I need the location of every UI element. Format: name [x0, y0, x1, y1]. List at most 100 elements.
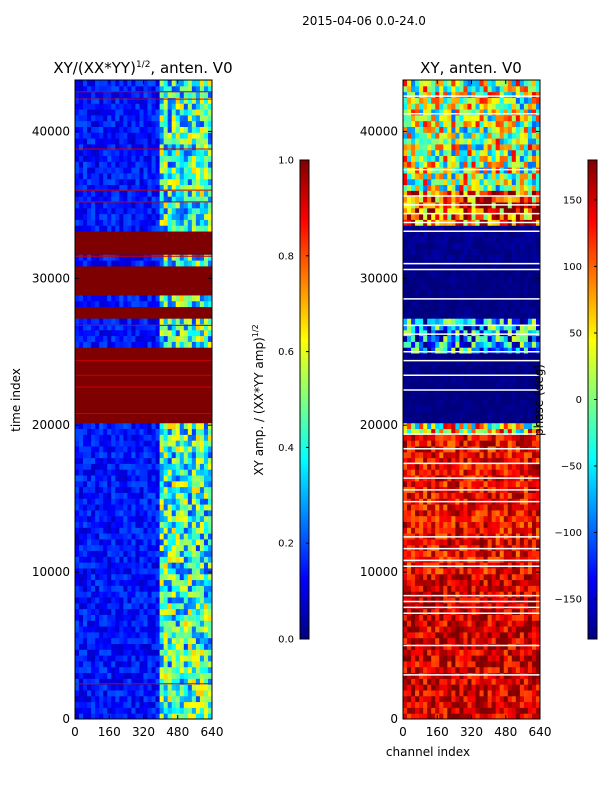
phase-cell	[503, 411, 509, 418]
amplitude-cell	[87, 184, 92, 191]
phase-cell	[427, 405, 432, 412]
amplitude-cell	[99, 544, 104, 552]
phase-cell	[519, 608, 525, 615]
amplitude-cell	[179, 114, 185, 122]
amplitude-cell	[155, 643, 161, 650]
phase-cell	[483, 614, 489, 621]
phase-cell	[479, 509, 485, 517]
phase-cell	[491, 655, 497, 662]
amplitude-cell	[103, 672, 108, 679]
amplitude-cell	[159, 707, 165, 714]
phase-cell	[435, 684, 440, 691]
phase-cell	[467, 451, 472, 459]
phase-cell	[467, 422, 472, 430]
amplitude-cell	[131, 132, 136, 139]
amplitude-cell	[171, 85, 177, 93]
phase-cell	[467, 434, 472, 441]
amplitude-cell	[199, 80, 205, 87]
amplitude-cell	[103, 649, 108, 656]
amplitude-cell	[127, 707, 132, 714]
amplitude-cell	[195, 114, 201, 122]
amplitude-cell	[207, 475, 212, 482]
phase-cell	[435, 399, 440, 406]
amplitude-cell	[207, 556, 212, 563]
amplitude-cell	[143, 631, 149, 639]
phase-cell	[511, 643, 517, 650]
phase-cell	[419, 399, 424, 406]
amplitude-cell	[159, 155, 165, 162]
amplitude-cell	[179, 567, 185, 575]
amplitude-cell	[191, 445, 197, 453]
phase-cell	[455, 637, 460, 644]
amplitude-cell	[135, 527, 140, 534]
amplitude-cell	[151, 201, 157, 209]
amplitude-cell	[99, 695, 104, 703]
amplitude-cell	[151, 602, 157, 610]
amplitude-cell	[159, 486, 165, 493]
amplitude-cell	[179, 341, 185, 348]
amplitude-cell	[115, 591, 120, 598]
amplitude-cell	[171, 120, 177, 127]
amplitude-cell	[115, 132, 120, 139]
amplitude-cell	[123, 655, 128, 662]
amplitude-cell	[191, 422, 197, 430]
amplitude-cell	[159, 85, 165, 93]
phase-cell	[491, 672, 497, 679]
amplitude-cell	[191, 103, 197, 110]
phase-cell	[487, 416, 493, 424]
phase-cell	[487, 463, 493, 470]
amplitude-cell	[179, 515, 185, 522]
amplitude-cell	[91, 538, 96, 546]
amplitude-cell	[79, 567, 84, 575]
amplitude-cell	[83, 457, 88, 464]
amplitude-cell	[79, 91, 84, 98]
phase-cell	[439, 643, 444, 650]
phase-cell	[511, 637, 517, 644]
amplitude-cell	[151, 655, 157, 662]
amplitude-cell	[95, 649, 100, 656]
amplitude-cell	[159, 213, 165, 220]
phase-cell	[471, 707, 477, 714]
amplitude-cell	[191, 155, 197, 162]
phase-cell	[479, 620, 485, 627]
amplitude-cell	[207, 109, 212, 116]
amplitude-cell	[83, 451, 88, 459]
amplitude-cell	[91, 643, 96, 650]
phase-cell	[479, 527, 485, 534]
amplitude-cell	[91, 85, 96, 93]
amplitude-cell	[87, 161, 92, 168]
phase-cell	[519, 567, 525, 575]
phase-cell	[435, 521, 440, 528]
phase-cell	[439, 416, 444, 424]
phase-cell	[479, 689, 485, 697]
amplitude-cell	[75, 109, 80, 116]
phase-cell	[411, 556, 416, 563]
amplitude-cell	[135, 521, 140, 528]
amplitude-cell	[135, 498, 140, 505]
amplitude-cell	[127, 614, 132, 621]
amplitude-cell	[135, 451, 140, 459]
amplitude-cell	[195, 475, 201, 482]
amplitude-cell	[155, 475, 161, 482]
phase-cell	[499, 416, 505, 424]
phase-cell	[415, 411, 420, 418]
amplitude-cell	[99, 579, 104, 586]
amplitude-cell	[107, 695, 112, 703]
amplitude-cell	[95, 504, 100, 511]
amplitude-cell	[139, 480, 144, 488]
phase-cell	[499, 469, 505, 476]
phase-cell	[479, 695, 485, 703]
phase-cell	[459, 643, 464, 650]
amplitude-cell	[123, 631, 128, 639]
phase-cell	[415, 614, 420, 621]
phase-cell	[535, 637, 540, 644]
amplitude-cell	[99, 538, 104, 546]
phase-cell	[407, 695, 412, 703]
phase-cell	[527, 707, 533, 714]
amplitude-cell	[167, 614, 173, 621]
phase-cell	[403, 463, 408, 470]
amplitude-cell	[139, 172, 144, 180]
phase-cell	[411, 504, 416, 511]
amplitude-cell	[163, 509, 169, 517]
amplitude-cell	[95, 515, 100, 522]
